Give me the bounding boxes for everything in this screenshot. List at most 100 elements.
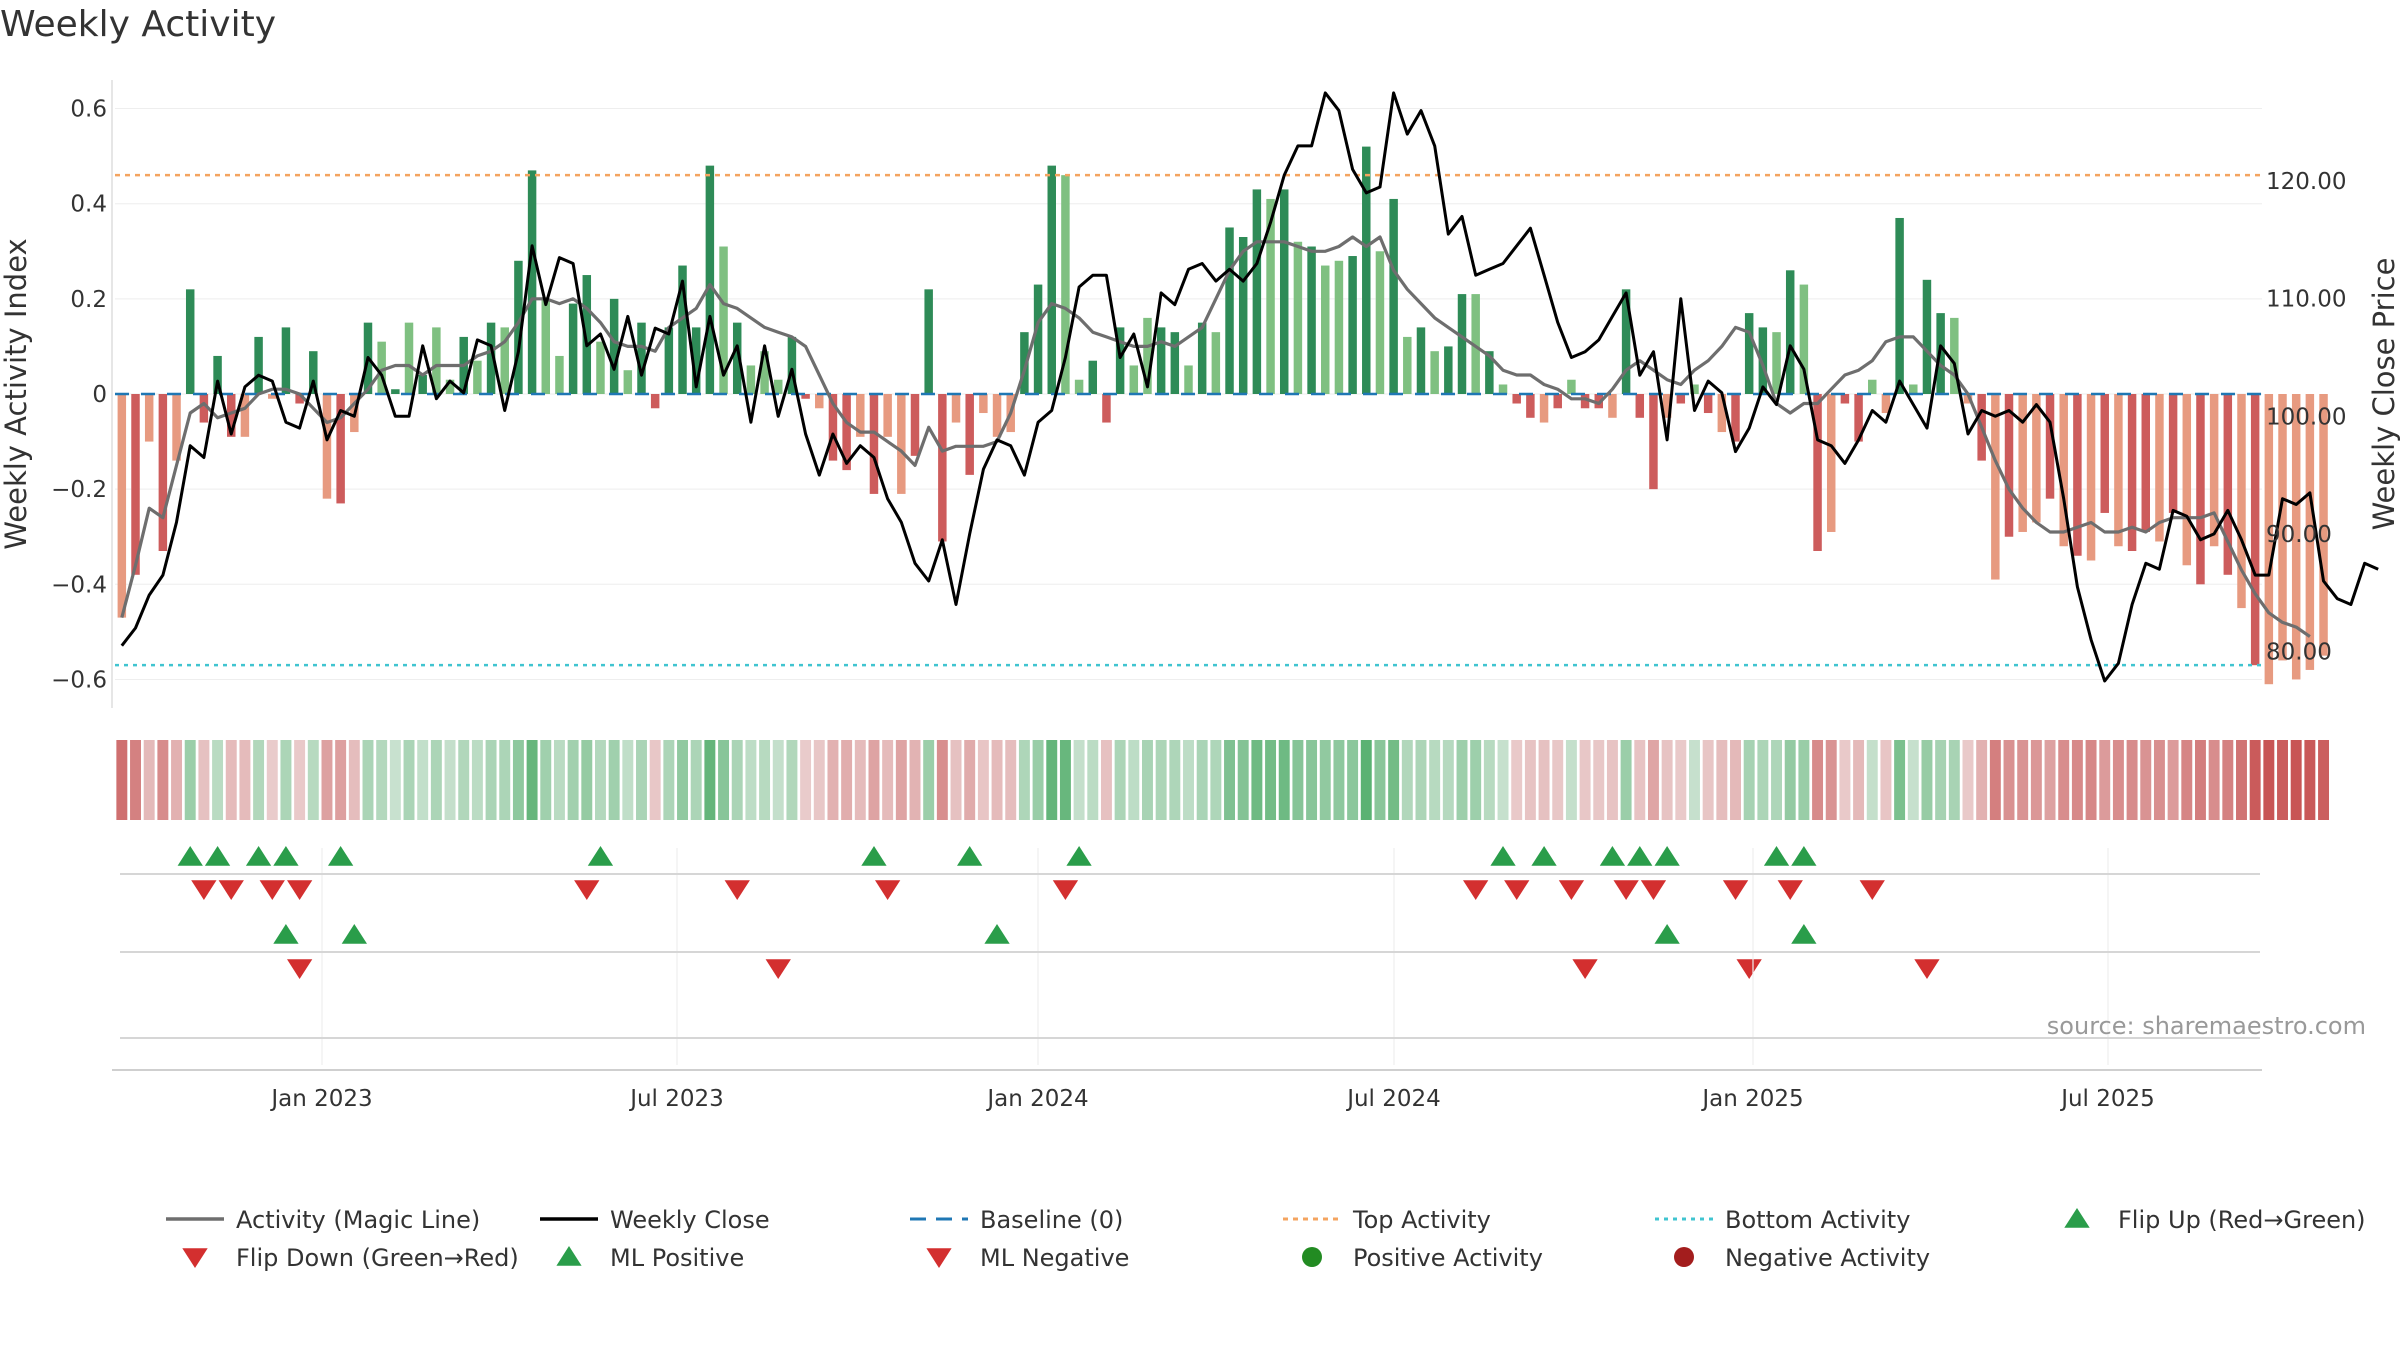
activity-bar: [1184, 365, 1193, 394]
activity-bar: [691, 327, 701, 394]
activity-bar: [1580, 394, 1590, 409]
flip-down-marker: [1613, 880, 1639, 900]
flip-down-marker: [191, 880, 217, 900]
activity-bar: [418, 374, 427, 394]
activity-bar: [144, 394, 154, 442]
activity-bar: [760, 351, 769, 394]
strip-cell: [2140, 740, 2152, 820]
strip-cell: [718, 740, 730, 820]
strip-cell: [704, 740, 716, 820]
strip-cell: [2194, 740, 2206, 820]
strip-cell: [266, 740, 278, 820]
activity-bar: [856, 394, 865, 437]
strip-cell: [1333, 740, 1345, 820]
activity-bar: [2059, 394, 2068, 547]
strip-cell: [827, 740, 839, 820]
strip-cell: [1292, 740, 1304, 820]
activity-bar: [951, 394, 961, 423]
flip-down-marker: [259, 880, 285, 900]
activity-bar: [1909, 384, 1918, 394]
strip-cell: [2181, 740, 2193, 820]
activity-bar: [815, 394, 824, 409]
strip-cell: [567, 740, 579, 820]
activity-bar: [1703, 394, 1713, 414]
activity-bar: [1649, 394, 1658, 490]
strip-cell: [813, 740, 825, 820]
activity-bar: [1444, 346, 1453, 394]
x-tick-label: Jan 2024: [985, 1086, 1088, 1112]
strip-cell: [2277, 740, 2288, 820]
strip-cell: [294, 740, 306, 820]
strip-cell: [1497, 740, 1509, 820]
activity-bar: [2045, 394, 2055, 499]
ml-negative-marker: [1914, 959, 1940, 979]
strip-cell: [895, 740, 907, 820]
activity-bar: [1799, 284, 1809, 394]
strip-cell: [977, 740, 989, 820]
activity-bar: [1457, 294, 1467, 394]
series-lines: [120, 91, 2379, 683]
flip-up-marker: [273, 846, 299, 866]
activity-bar: [1717, 394, 1727, 433]
flip-down-marker: [1463, 880, 1489, 900]
strip-cell: [184, 740, 196, 820]
flip-down-marker: [574, 880, 600, 900]
legend-label-ml_pos: ML Positive: [610, 1244, 744, 1272]
activity-bar: [1772, 332, 1781, 394]
strip-cell: [2167, 740, 2179, 820]
activity-bar: [1813, 394, 1822, 551]
activity-bar: [1758, 327, 1768, 394]
legend-swatch-ml_neg: [926, 1248, 952, 1268]
strip-cell: [1142, 740, 1153, 820]
flip-down-marker: [287, 880, 313, 900]
activity-bar: [1608, 394, 1617, 418]
activity-bar: [1389, 198, 1398, 394]
ml-negative-marker: [765, 959, 791, 979]
activity-bar: [1594, 394, 1603, 409]
strip-cell: [1483, 740, 1495, 820]
activity-bar: [2305, 394, 2315, 670]
weekly-close-line: [120, 91, 2379, 683]
activity-bar: [1868, 379, 1877, 394]
legend-label-pos_act: Positive Activity: [1353, 1244, 1543, 1272]
x-tick-label: Jul 2024: [1345, 1086, 1441, 1112]
strip-cell: [2208, 740, 2220, 820]
strip-cell: [854, 740, 866, 820]
strip-cell: [1237, 740, 1249, 820]
strip-cell: [2058, 740, 2070, 820]
strip-cell: [1073, 740, 1085, 820]
strip-cell: [1511, 740, 1523, 820]
strip-cell: [1415, 740, 1427, 820]
y2-tick-label: 120.00: [2266, 169, 2346, 195]
activity-bar: [268, 394, 277, 399]
activity-bar: [1115, 327, 1125, 394]
activity-bar: [2073, 394, 2082, 556]
strip-cell: [280, 740, 292, 820]
activity-bar: [1362, 146, 1371, 394]
legend-label-magic: Activity (Magic Line): [236, 1206, 480, 1234]
activity-bar: [1334, 260, 1344, 394]
activity-bar: [1744, 313, 1754, 394]
x-tick-label: Jan 2023: [269, 1086, 372, 1112]
activity-bar: [774, 379, 783, 394]
strip-cell: [1784, 740, 1796, 820]
activity-bar: [609, 298, 619, 394]
activity-bar: [2127, 394, 2137, 551]
activity-bar: [1416, 327, 1426, 394]
strip-cell: [950, 740, 962, 820]
activity-bar: [432, 327, 441, 394]
activity-bar: [527, 170, 537, 394]
strip-cell: [1853, 740, 1865, 820]
strip-cell: [772, 740, 784, 820]
legend-swatch-ml_pos: [556, 1246, 582, 1266]
strip-cell: [307, 740, 319, 820]
strip-cell: [2153, 740, 2165, 820]
flip-down-marker: [1640, 880, 1667, 900]
strip-cell: [2236, 740, 2247, 820]
strip-cell: [786, 740, 798, 820]
strip-cell: [1306, 740, 1318, 820]
activity-bar: [1061, 175, 1070, 394]
activity-bar: [1238, 237, 1248, 394]
strip-cell: [2304, 740, 2316, 820]
